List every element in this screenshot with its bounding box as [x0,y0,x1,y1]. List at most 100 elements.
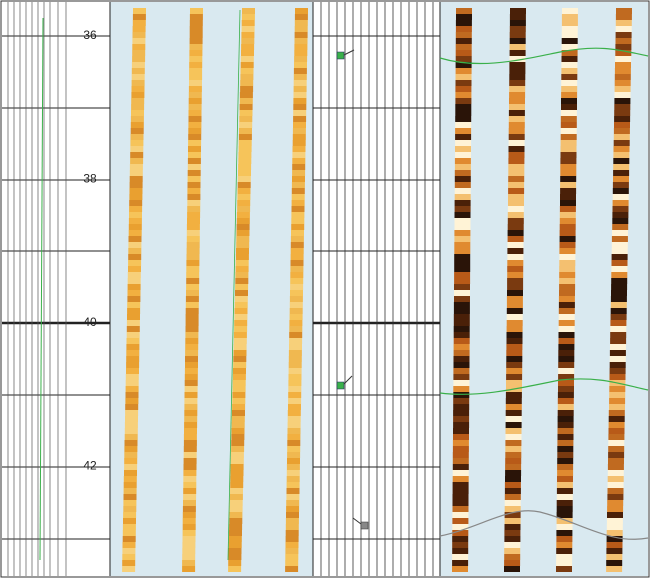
image-cell [562,8,578,14]
image-cell [231,446,245,452]
image-cell [294,26,308,32]
image-cell [132,14,146,20]
image-cell [611,242,628,248]
image-cell [558,344,575,350]
image-cell [130,116,144,122]
image-cell [612,212,629,218]
image-cell [452,518,469,524]
image-cell [509,86,526,92]
image-cell [130,152,144,158]
image-cell [609,386,626,392]
image-cell [561,44,578,50]
image-cell [182,548,196,554]
image-cell [608,422,625,428]
image-cell [292,146,306,152]
image-cell [505,464,522,470]
image-cell [285,554,299,560]
image-cell [289,308,303,314]
image-cell [237,182,251,188]
image-cell [285,524,299,530]
image-cell [455,110,472,116]
image-cell [453,434,469,440]
image-cell [452,548,469,554]
image-cell [130,158,144,164]
image-cell [608,428,625,434]
image-cell [232,392,246,398]
image-cell [507,212,524,218]
image-cell [123,506,137,512]
image-cell [453,410,470,416]
image-cell [129,170,143,176]
image-cell [614,110,631,116]
image-cell [291,206,305,212]
image-cell [235,254,249,260]
image-cell [607,494,624,500]
image-cell [184,386,198,392]
image-cell [127,284,141,290]
image-cell [235,284,249,290]
image-cell [185,302,199,308]
image-cell [126,356,140,362]
image-cell [123,500,137,506]
image-cell [557,452,574,458]
image-cell [189,44,203,50]
image-cell [129,212,142,218]
image-cell [453,338,470,344]
image-cell [614,122,630,128]
tadpole-tail [343,49,355,56]
image-cell [122,530,136,536]
image-cell [509,20,526,26]
image-cell [509,74,526,80]
image-cell [238,158,252,164]
image-cell [187,170,201,176]
image-cell [232,410,245,416]
image-cell [508,176,525,182]
image-cell [293,104,307,110]
image-cell [613,176,629,182]
image-cell [455,20,472,26]
image-cell [506,350,523,356]
image-cell [507,242,524,248]
image-cell [452,536,469,542]
image-cell [455,32,472,38]
image-cell [509,32,526,38]
image-cell [509,38,526,44]
image-cell [231,428,245,434]
image-cell [124,434,138,440]
image-cell [504,566,520,572]
image-cell [236,248,249,254]
image-cell [122,536,136,542]
image-cell [238,170,251,176]
image-cell [561,20,578,26]
image-cell [290,242,304,248]
image-cell [612,206,629,212]
image-cell [288,374,302,380]
image-cell [290,266,304,272]
image-cell [231,434,245,440]
image-cell [610,296,627,302]
tadpole [360,521,369,530]
image-cell [505,434,522,440]
image-cell [611,266,628,272]
image-cell [132,56,146,62]
image-cell [557,410,574,416]
image-cell [234,308,248,314]
image-cell [230,458,244,464]
image-cell [182,506,196,512]
image-cell [234,302,248,308]
image-cell [506,308,523,314]
image-cell [293,80,307,86]
image-cell [559,254,576,260]
image-cell [187,158,201,164]
image-cell [609,392,626,398]
image-cell [507,260,524,266]
image-cell [559,224,576,230]
image-cell [186,278,200,284]
image-cell [228,548,242,554]
image-cell [231,440,245,446]
image-cell [230,452,244,458]
image-cell [125,386,139,392]
image-cell [452,560,469,566]
image-cell [611,290,627,296]
image-cell [454,230,471,236]
